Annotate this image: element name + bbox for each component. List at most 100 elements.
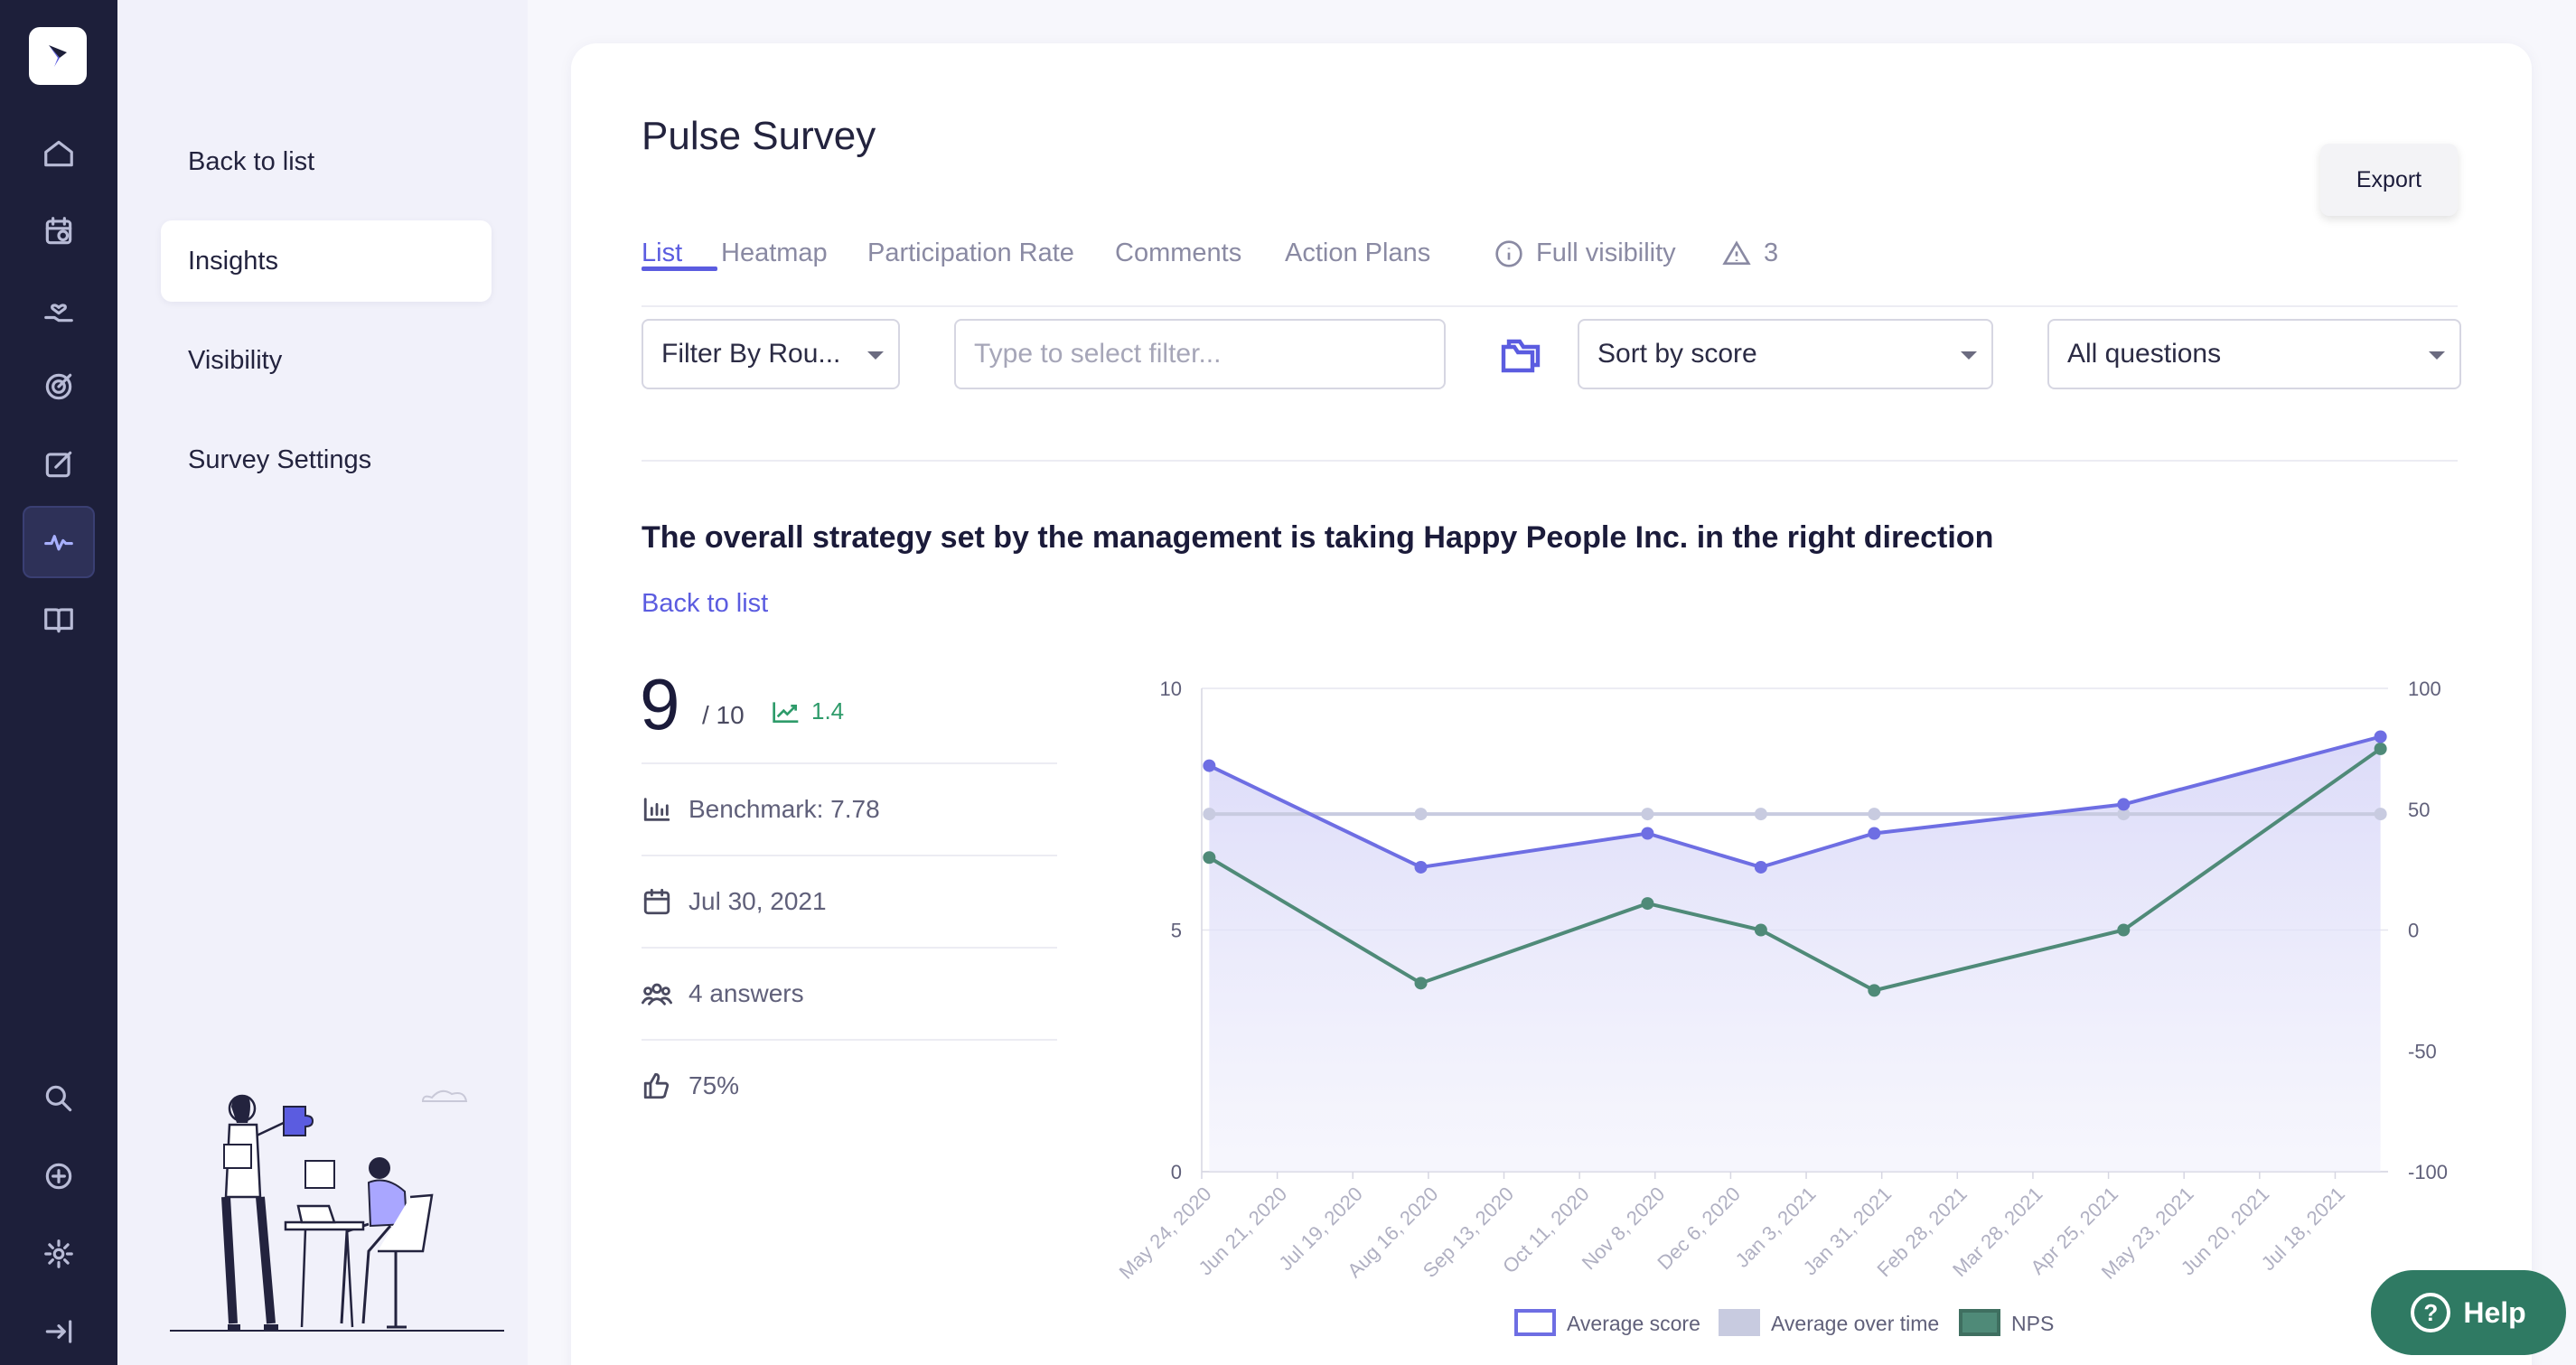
nps-point bbox=[1641, 897, 1654, 911]
date-row: Jul 30, 2021 bbox=[642, 855, 1057, 947]
y-right-tick: 0 bbox=[2408, 920, 2419, 942]
survey-tabs: List Heatmap Participation Rate Comments… bbox=[642, 195, 2458, 307]
average-over-time-point bbox=[2374, 808, 2387, 821]
nps-point bbox=[1868, 984, 1881, 997]
y-right-tick: 100 bbox=[2408, 678, 2441, 700]
average-score-point bbox=[1868, 827, 1881, 840]
chevron-down-icon bbox=[867, 351, 884, 360]
nps-point bbox=[1754, 923, 1767, 937]
folders-icon[interactable] bbox=[1496, 334, 1543, 378]
help-label: Help bbox=[2463, 1295, 2526, 1329]
answers-row: 4 answers bbox=[642, 947, 1057, 1039]
home-icon[interactable] bbox=[23, 117, 95, 190]
score-total: / 10 bbox=[702, 701, 745, 729]
target-icon[interactable] bbox=[23, 351, 95, 423]
subnav-visibility[interactable]: Visibility bbox=[188, 345, 283, 375]
average-over-time-point bbox=[2117, 808, 2131, 821]
bird-logo-icon[interactable] bbox=[29, 27, 87, 85]
y-right-tick: 50 bbox=[2408, 799, 2430, 821]
tab-heatmap[interactable]: Heatmap bbox=[721, 238, 828, 267]
tab-warnings[interactable]: 3 bbox=[1722, 238, 1778, 268]
average-over-time-point bbox=[1754, 808, 1767, 821]
subnav-survey-settings[interactable]: Survey Settings bbox=[188, 444, 372, 474]
help-button[interactable]: ? Help bbox=[2371, 1270, 2566, 1355]
sort-value: Sort by score bbox=[1597, 339, 1757, 369]
average-over-time-point bbox=[1203, 808, 1216, 821]
nps-point bbox=[1414, 977, 1428, 990]
answers-text: 4 answers bbox=[688, 979, 804, 1007]
benchmark-text: Benchmark: 7.78 bbox=[688, 795, 880, 823]
full-visibility-label: Full visibility bbox=[1536, 238, 1676, 267]
favorable-row: 75% bbox=[642, 1039, 1057, 1131]
gear-icon[interactable] bbox=[23, 1218, 95, 1290]
y-right-tick: -50 bbox=[2408, 1040, 2437, 1062]
pulse-icon[interactable] bbox=[23, 506, 95, 578]
edit-icon[interactable] bbox=[23, 428, 95, 500]
hand-heart-icon[interactable] bbox=[23, 273, 95, 345]
legend-swatch-average-score bbox=[1514, 1309, 1556, 1336]
y-right-tick: -100 bbox=[2408, 1161, 2448, 1183]
chevron-down-icon bbox=[1961, 351, 1977, 360]
icon-rail bbox=[0, 0, 117, 1365]
survey-subnav: Back to list Insights Visibility Survey … bbox=[117, 0, 528, 1365]
info-icon bbox=[1495, 239, 1522, 267]
trend-up-icon bbox=[773, 701, 799, 723]
export-button[interactable]: Export bbox=[2320, 144, 2458, 216]
legend-label-average-over-time: Average over time bbox=[1771, 1312, 1939, 1335]
tab-participation-rate[interactable]: Participation Rate bbox=[867, 238, 1074, 267]
chevron-down-icon bbox=[2429, 351, 2445, 360]
y-left-tick: 10 bbox=[1160, 678, 1182, 700]
back-to-list-link[interactable]: Back to list bbox=[642, 589, 769, 618]
calendar-icon[interactable] bbox=[23, 195, 95, 267]
users-icon bbox=[642, 983, 672, 1005]
round-filter-value: Filter By Rou... bbox=[661, 339, 841, 369]
sort-select[interactable]: Sort by score bbox=[1578, 319, 1993, 389]
team-puzzle-illustration bbox=[170, 1089, 504, 1332]
questions-value: All questions bbox=[2067, 339, 2222, 369]
nps-point bbox=[2117, 923, 2131, 937]
search-icon[interactable] bbox=[23, 1062, 95, 1135]
average-score-point bbox=[2374, 730, 2387, 743]
average-score-point bbox=[2117, 798, 2131, 811]
legend-label-nps: NPS bbox=[2011, 1312, 2054, 1335]
legend-label-average-score: Average score bbox=[1567, 1312, 1700, 1335]
tab-list-label: List bbox=[642, 238, 683, 267]
legend-swatch-average-over-time bbox=[1719, 1309, 1760, 1336]
benchmark-row: Benchmark: 7.78 bbox=[642, 762, 1057, 855]
y-left-tick: 5 bbox=[1171, 920, 1182, 942]
y-left-tick: 0 bbox=[1171, 1161, 1182, 1183]
score-value: 9 bbox=[640, 664, 680, 744]
subnav-insights[interactable]: Insights bbox=[161, 220, 492, 302]
favorable-text: 75% bbox=[688, 1071, 740, 1099]
legend-swatch-nps bbox=[1959, 1309, 2000, 1336]
tab-list[interactable]: List bbox=[642, 238, 717, 271]
plus-circle-icon[interactable] bbox=[23, 1140, 95, 1212]
tab-action-plans[interactable]: Action Plans bbox=[1285, 238, 1431, 267]
calendar-icon bbox=[643, 888, 670, 915]
collapse-arrow-icon[interactable] bbox=[23, 1295, 95, 1365]
average-over-time-point bbox=[1414, 808, 1428, 821]
average-over-time-point bbox=[1868, 808, 1881, 821]
page-title: Pulse Survey bbox=[642, 114, 876, 158]
question-circle-icon: ? bbox=[2411, 1293, 2451, 1332]
round-filter-select[interactable]: Filter By Rou... bbox=[642, 319, 900, 389]
filter-search-input[interactable]: Type to select filter... bbox=[954, 319, 1446, 389]
trend-value: 1.4 bbox=[811, 697, 845, 725]
average-score-point bbox=[1414, 860, 1428, 874]
average-score-point bbox=[1754, 860, 1767, 874]
nps-point bbox=[1203, 851, 1216, 865]
book-icon[interactable] bbox=[23, 584, 95, 656]
warnings-count: 3 bbox=[1764, 238, 1779, 267]
active-tab-indicator bbox=[642, 266, 717, 271]
tab-comments[interactable]: Comments bbox=[1115, 238, 1242, 267]
average-over-time-point bbox=[1641, 808, 1654, 821]
average-score-point bbox=[1641, 827, 1654, 840]
score-trend: 1.4 bbox=[772, 697, 844, 725]
date-text: Jul 30, 2021 bbox=[688, 887, 827, 915]
average-score-area bbox=[1209, 736, 2381, 1172]
section-divider bbox=[642, 460, 2458, 462]
tab-full-visibility[interactable]: Full visibility bbox=[1494, 238, 1676, 268]
warning-icon bbox=[1722, 239, 1751, 265]
subnav-back-to-list[interactable]: Back to list bbox=[188, 146, 315, 176]
questions-select[interactable]: All questions bbox=[2047, 319, 2461, 389]
